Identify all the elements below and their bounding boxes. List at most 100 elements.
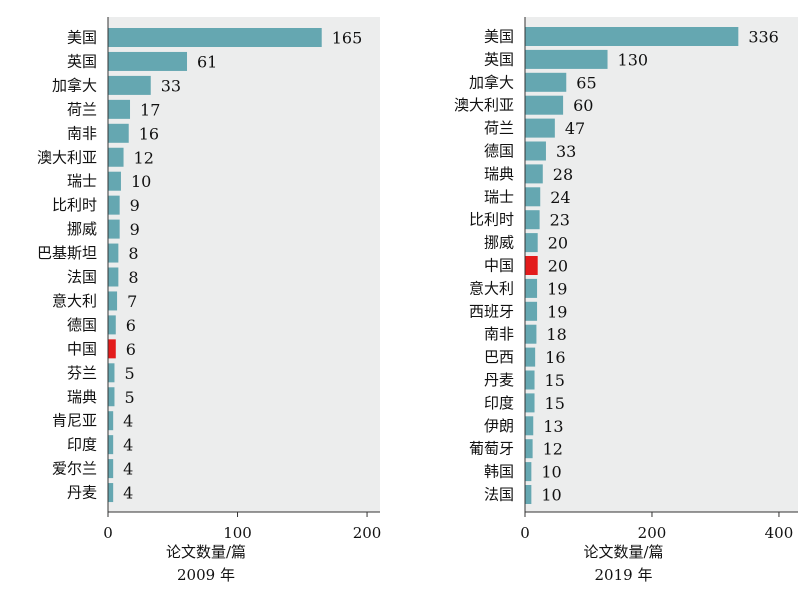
bar-10 [108,267,119,287]
bar-8 [108,219,120,239]
bar-2 [108,75,151,95]
value-label: 4 [123,412,133,431]
category-label: 韩国 [484,463,514,481]
chart-caption: 2019 年 [595,566,653,584]
category-label: 加拿大 [469,73,514,91]
value-label: 9 [130,220,140,239]
value-label: 12 [134,148,154,167]
value-label: 65 [576,73,596,92]
bar-18 [108,459,114,479]
value-label: 18 [546,325,566,344]
value-label: 8 [128,244,138,263]
value-label: 17 [140,100,160,119]
x-axis-title: 论文数量/篇 [583,543,663,561]
bar-11 [108,291,118,311]
bar-17 [108,435,114,455]
bar-14 [525,347,536,367]
bar-4 [525,118,555,138]
category-label: 挪威 [67,220,97,238]
bar-16 [108,411,114,431]
bar-18 [525,439,533,459]
value-label: 28 [553,165,573,184]
value-label: 5 [124,388,134,407]
category-label: 瑞典 [484,165,514,183]
category-label: 瑞典 [67,388,97,406]
category-label: 加拿大 [52,76,97,94]
bar-15 [108,387,115,407]
category-label: 比利时 [469,211,514,229]
value-label: 16 [545,348,565,367]
bar-3 [525,95,564,115]
category-label: 荷兰 [484,119,514,137]
bar-5 [108,147,124,167]
x-tick-label: 400 [765,524,794,542]
bar-13 [525,324,537,344]
bar-17 [525,416,534,436]
x-tick-label: 0 [520,524,530,542]
value-label: 33 [556,142,576,161]
bar-9 [525,233,538,253]
category-label: 法国 [484,486,514,504]
bar-14 [108,363,115,383]
bar-7 [108,195,120,215]
category-label: 荷兰 [67,100,97,118]
category-label: 西班牙 [469,302,514,320]
category-label: 德国 [67,316,97,334]
category-label: 伊朗 [484,417,514,435]
bar-0 [525,27,739,46]
value-label: 6 [126,316,136,335]
value-label: 165 [332,29,363,48]
bar-12 [108,315,116,335]
value-label: 130 [618,50,649,69]
x-tick-label: 200 [353,524,382,542]
category-label: 澳大利亚 [37,148,97,166]
category-label: 瑞士 [67,172,97,190]
bar-5 [525,141,546,161]
bar-6 [525,164,543,184]
bar-0 [108,28,322,47]
bar-8 [525,210,540,230]
value-label: 47 [565,119,585,138]
value-label: 10 [541,486,561,505]
value-label: 33 [161,76,181,95]
value-label: 15 [545,371,565,390]
bar-9 [108,243,119,263]
category-label: 印度 [484,394,514,412]
bar-3 [108,99,131,119]
category-label: 法国 [67,268,97,286]
value-label: 23 [550,211,570,230]
value-label: 8 [128,268,138,287]
bar-19 [525,462,532,482]
category-label: 葡萄牙 [469,440,514,458]
value-label: 10 [541,463,561,482]
bar-16 [525,393,535,413]
value-label: 61 [197,52,217,71]
category-label: 巴基斯坦 [37,244,97,262]
category-label: 意大利 [469,279,514,297]
value-label: 60 [573,96,593,115]
value-label: 6 [126,340,136,359]
value-label: 15 [545,394,565,413]
category-label: 比利时 [52,196,97,214]
category-label: 南非 [484,325,514,343]
value-label: 24 [550,188,570,207]
bar-13 [108,339,116,359]
value-label: 20 [548,234,568,253]
category-label: 中国 [67,340,97,358]
value-label: 12 [543,440,563,459]
value-label: 7 [127,292,137,311]
plot-area [108,17,380,512]
x-tick-label: 100 [223,524,252,542]
category-label: 巴西 [484,348,514,366]
bar-19 [108,483,114,503]
category-label: 美国 [484,28,514,46]
value-label: 16 [139,124,159,143]
value-label: 4 [123,436,133,455]
category-label: 挪威 [484,234,514,252]
bar-7 [525,187,541,207]
value-label: 4 [123,460,133,479]
category-label: 印度 [67,436,97,454]
category-label: 中国 [484,257,514,275]
